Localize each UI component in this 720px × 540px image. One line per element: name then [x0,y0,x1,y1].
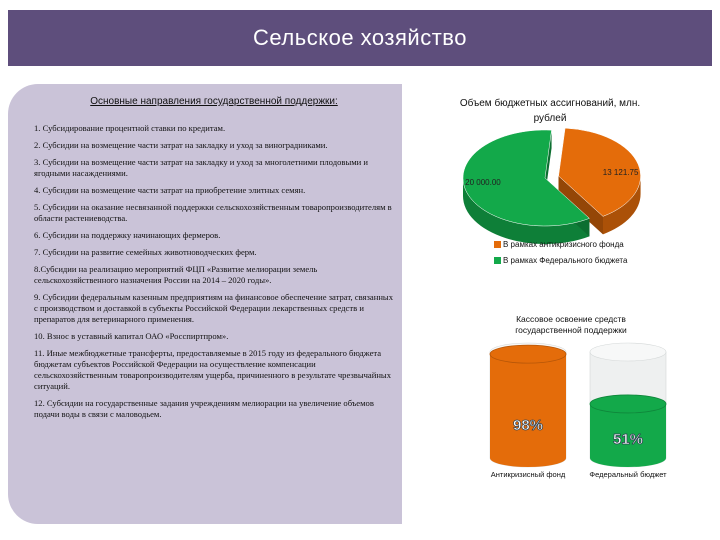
support-item: 6. Субсидии на поддержку начинающих ферм… [34,230,221,240]
legend-swatch-anticrisis [494,241,501,248]
legend-item-anticrisis: В рамках антикризисного фонда [494,240,624,249]
legend-item-federal: В рамках Федерального бюджета [494,256,627,265]
support-directions-panel: Основные направления государственной под… [8,84,402,524]
support-directions-list: 1. Субсидирование процентной ставки по к… [34,123,394,420]
pie-heading: Объем бюджетных ассигнований, млн. рубле… [459,98,641,124]
cylinder-value-label: 51% [613,431,643,448]
pie-chart: 13 121.75 20 000.00 [462,127,641,245]
support-item: 8.Субсидии на реализацию мероприятий ФЦП… [34,264,318,285]
legend-label-federal: В рамках Федерального бюджета [503,256,628,265]
cylinder-chart: 98% 51% [489,342,667,468]
pie-data-label: 13 121.75 [603,168,639,177]
pie-data-label: 20 000.00 [465,178,501,187]
cylinder-label-federal: Федеральный бюджет [589,470,667,479]
cylinder-label-anticrisis: Антикризисный фонд [490,470,566,479]
pie-slice [558,127,641,217]
support-item: 3. Субсидии на возмещение части затрат н… [34,157,369,178]
support-item: 5. Субсидии на оказание несвязанной подд… [34,202,392,223]
cylinder-fill-top [489,344,567,364]
pie-slice [462,129,590,227]
support-item: 1. Субсидирование процентной ставки по к… [34,123,226,133]
cylinder-fill-top [589,394,667,414]
cylinder-fill [590,403,666,467]
page-title: Сельское хозяйство [253,25,467,50]
support-item: 9. Субсидии федеральным казенным предпри… [34,292,393,324]
legend-label-anticrisis: В рамках антикризисного фонда [503,240,624,249]
title-bar: Сельское хозяйство [8,10,712,66]
cylinder-glass-top [589,342,667,362]
support-directions-heading: Основные направления государственной под… [90,96,338,107]
pie-slice-side [463,178,590,245]
legend-swatch-federal [494,257,501,264]
support-item: 10. Взнос в уставный капитал ОАО «Росспи… [34,331,229,341]
support-item: 7. Субсидии на развитие семейных животно… [34,247,257,257]
pie-slice-cut [558,176,603,235]
cylinder-value-label: 98% [513,417,543,434]
cylinder-fill [490,354,566,467]
pie-slice-side [602,176,641,235]
support-item: 12. Субсидии на государственные задания … [34,398,374,419]
support-item: 11. Иные межбюджетные трансферты, предос… [34,348,391,391]
support-item: 2. Субсидии на возмещение части затрат н… [34,140,328,150]
support-item: 4. Субсидии на возмещение части затрат н… [34,185,306,195]
cylinder-heading: Кассовое освоение средств государственно… [515,314,627,335]
